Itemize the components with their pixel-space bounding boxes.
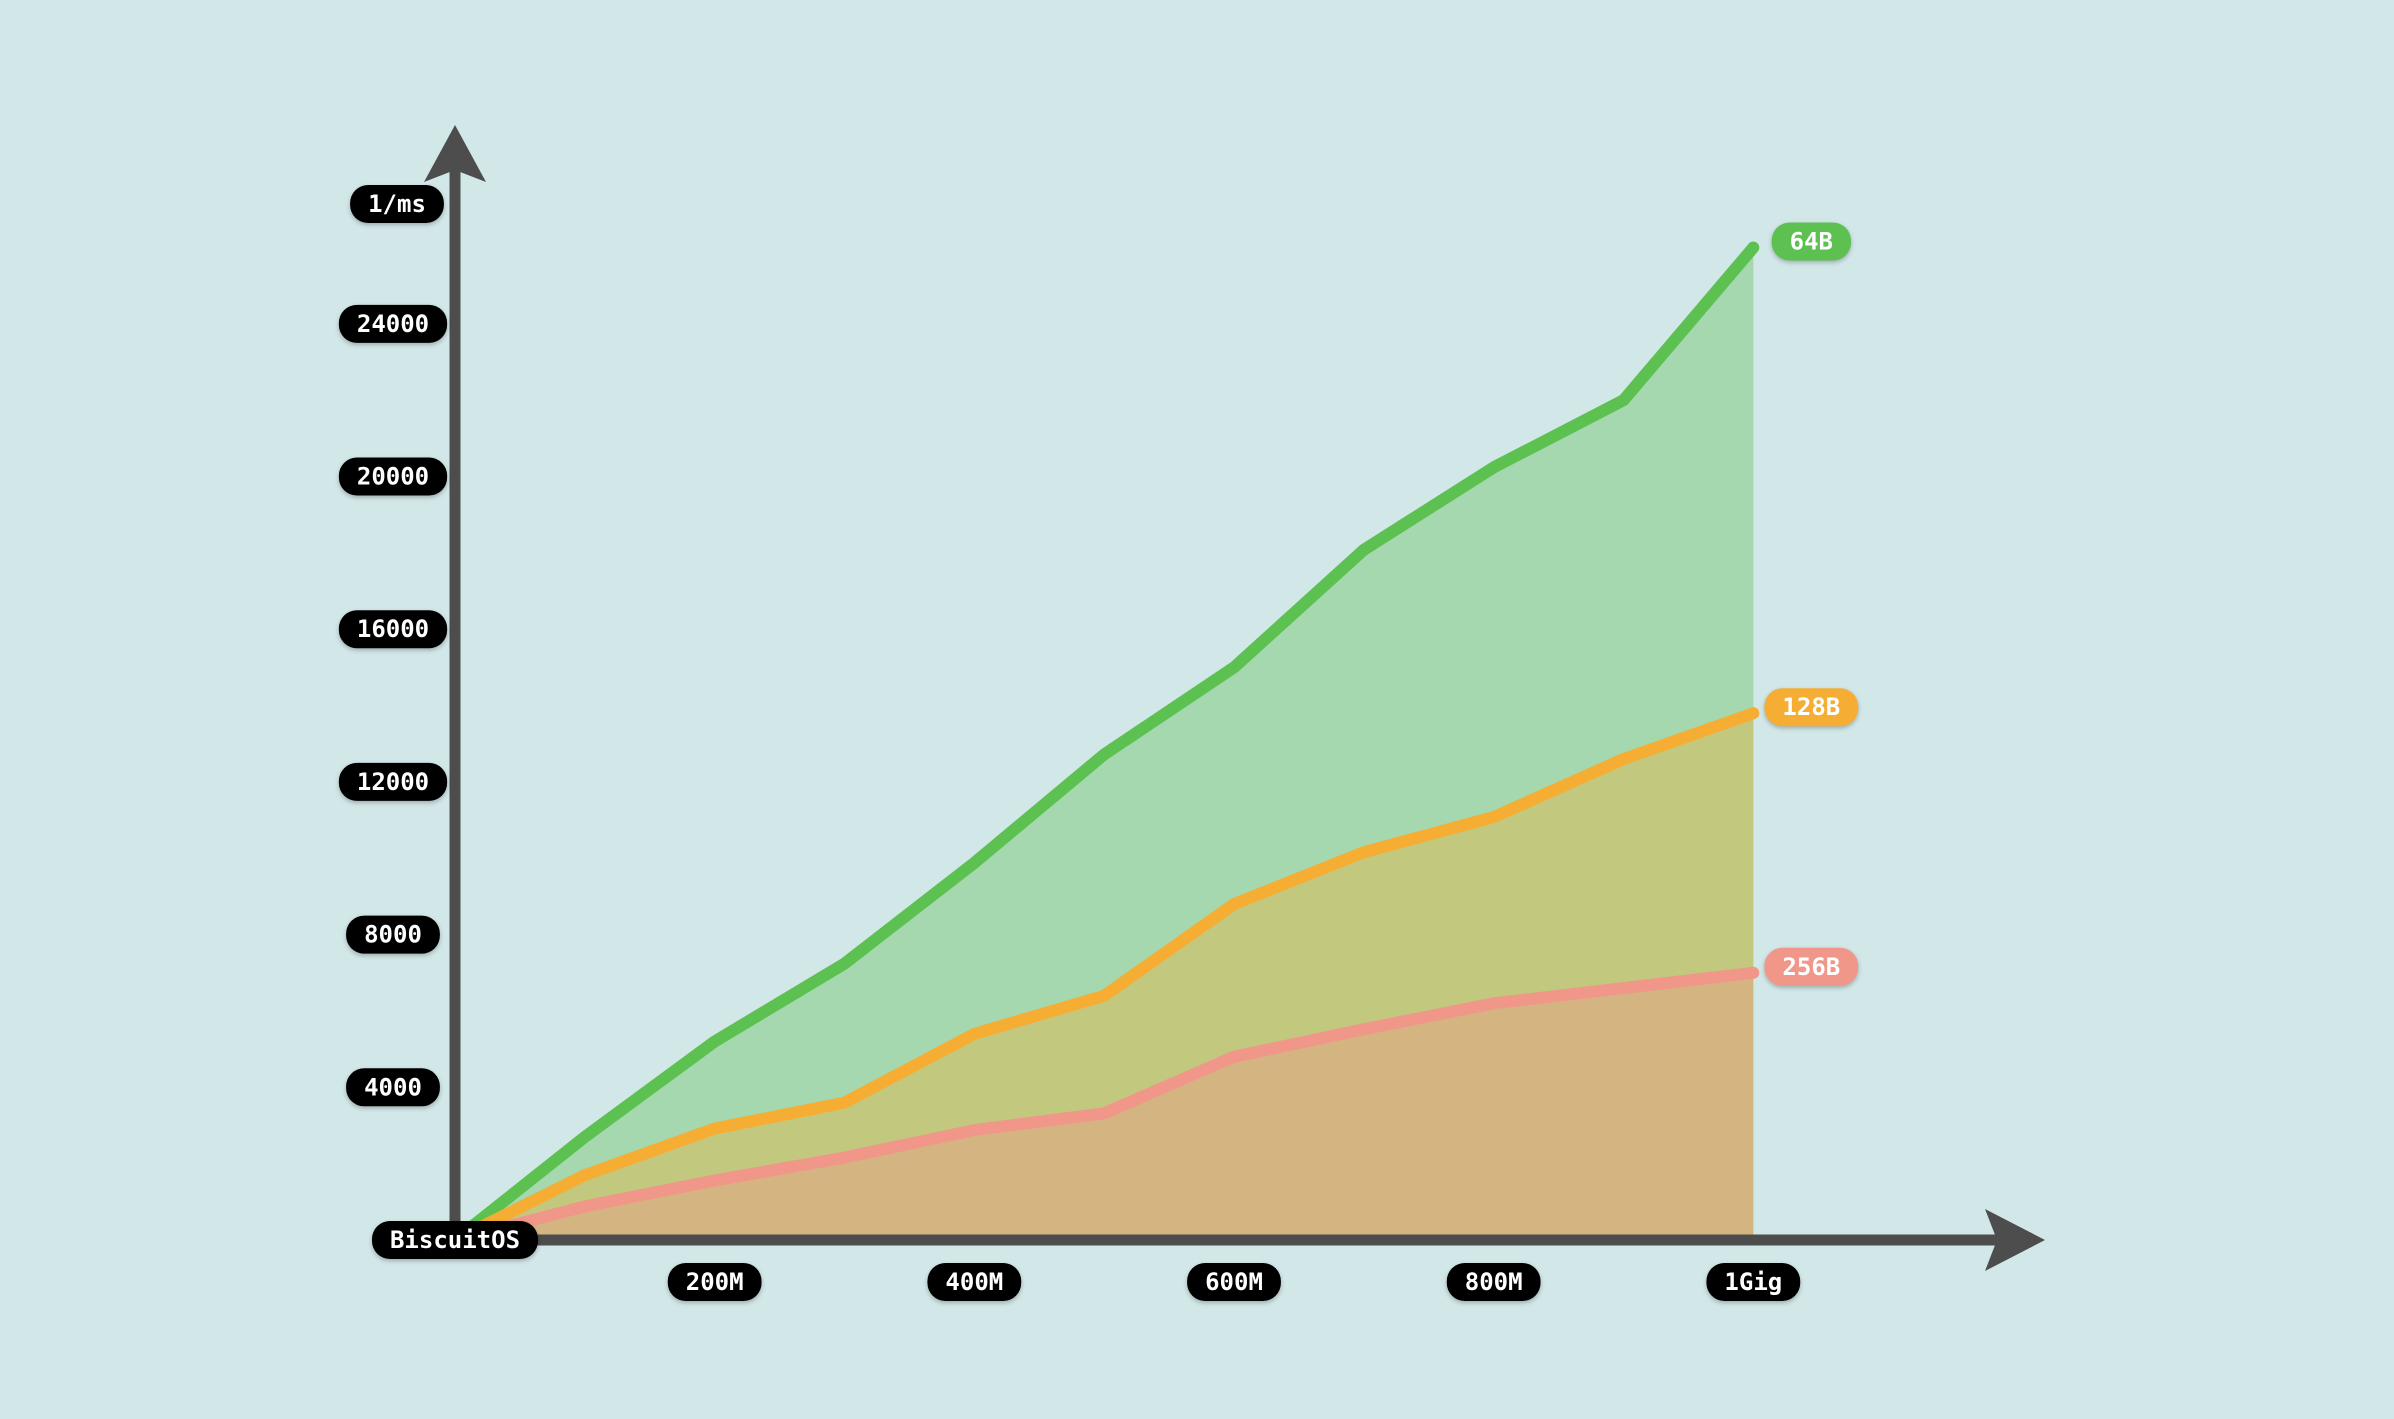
y-tick-label: 16000 bbox=[357, 615, 429, 643]
y-axis-label: 1/ms bbox=[350, 185, 444, 223]
y-tick-label-bg bbox=[338, 762, 448, 801]
origin-label-bg bbox=[371, 1221, 539, 1259]
y-tick-label: 4000 bbox=[364, 1073, 422, 1101]
y-tick-label: 24000 bbox=[357, 310, 429, 338]
y-tick-label-bg bbox=[346, 1068, 440, 1107]
legend-label: 64B bbox=[1771, 222, 1852, 261]
x-tick-label-bg bbox=[667, 1263, 762, 1301]
line bbox=[449, 241, 1760, 1246]
x-tick-label: 800M bbox=[1446, 1263, 1541, 1301]
legend-label: 128B bbox=[1764, 688, 1859, 727]
y-tick-label: 8000 bbox=[364, 921, 422, 949]
origin-label: BiscuitOS bbox=[390, 1226, 520, 1254]
x-tick-label: 800M bbox=[1465, 1268, 1523, 1296]
x-tick-label: 200M bbox=[686, 1268, 744, 1296]
x-tick-label: 200M bbox=[667, 1263, 762, 1301]
x-tick-label: 1Gig bbox=[1724, 1268, 1782, 1296]
lines bbox=[449, 241, 1760, 1246]
y-tick-label: 12000 bbox=[338, 762, 448, 801]
legend-label: 256B bbox=[1764, 947, 1859, 986]
y-axis-label: 1/ms bbox=[368, 190, 426, 218]
x-tick-label: 400M bbox=[945, 1268, 1003, 1296]
y-tick-label: 20000 bbox=[338, 457, 448, 496]
x-tick-label-bg bbox=[1187, 1263, 1281, 1301]
legend-label-bg bbox=[1764, 688, 1859, 727]
y-tick-label: 12000 bbox=[357, 768, 429, 796]
y-tick-label: 24000 bbox=[338, 304, 448, 343]
legend-label: 128B bbox=[1782, 693, 1840, 721]
y-tick-label: 16000 bbox=[338, 610, 448, 649]
x-tick-label-bg bbox=[1446, 1263, 1541, 1301]
y-tick-label: 20000 bbox=[357, 463, 429, 491]
legend-label: 256B bbox=[1782, 953, 1840, 981]
x-tick-label: 600M bbox=[1205, 1268, 1263, 1296]
legend-label-bg bbox=[1764, 947, 1859, 986]
y-axis-label-bg bbox=[350, 185, 444, 223]
area bbox=[455, 247, 1754, 1241]
origin-label: BiscuitOS bbox=[371, 1221, 539, 1259]
y-tick-label-bg bbox=[338, 610, 448, 649]
labels: 64B 128B 256B 4000 8000 12000 16000 20000 24000 2… bbox=[338, 185, 1859, 1301]
x-tick-label: 600M bbox=[1187, 1263, 1281, 1301]
area bbox=[455, 713, 1754, 1240]
y-tick-label: 8000 bbox=[346, 915, 440, 954]
axes bbox=[424, 125, 2045, 1271]
y-tick-label: 4000 bbox=[346, 1068, 440, 1107]
x-tick-label: 1Gig bbox=[1706, 1263, 1801, 1301]
x-tick-label-bg bbox=[1706, 1263, 1801, 1301]
y-tick-label-bg bbox=[338, 304, 448, 343]
y-axis-arrow bbox=[424, 125, 486, 182]
legend-label-bg bbox=[1771, 222, 1852, 261]
x-tick-label-bg bbox=[927, 1263, 1022, 1301]
y-tick-label-bg bbox=[338, 457, 448, 496]
x-tick-label: 400M bbox=[927, 1263, 1022, 1301]
legend-label: 64B bbox=[1790, 228, 1833, 256]
line bbox=[449, 966, 1760, 1246]
line bbox=[449, 707, 1760, 1246]
y-tick-label-bg bbox=[346, 915, 440, 954]
x-axis-arrow bbox=[1985, 1209, 2045, 1271]
